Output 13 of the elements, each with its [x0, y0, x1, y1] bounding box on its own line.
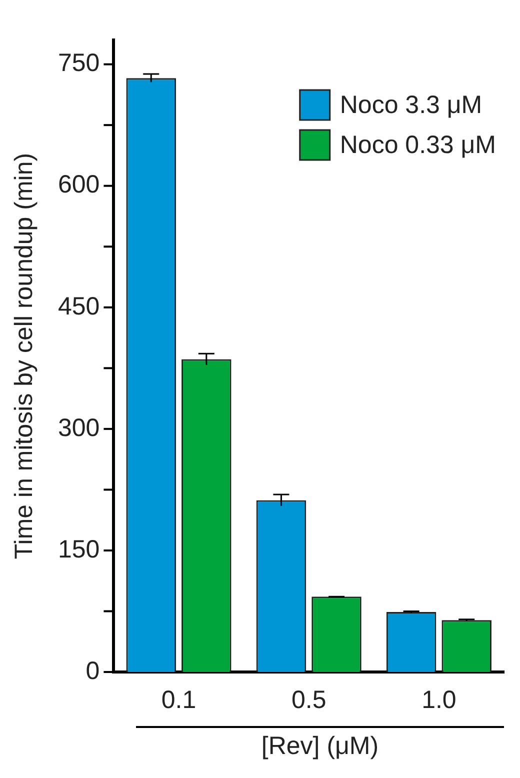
x-tick-label: 1.0: [422, 686, 456, 714]
x-tick-label: 0.5: [291, 686, 326, 714]
x-tick-label: 0.1: [161, 686, 196, 714]
legend-label: Noco 3.3 μM: [340, 90, 482, 119]
y-tick-label: 750: [58, 49, 100, 78]
legend-label: Noco 0.33 μM: [340, 130, 496, 159]
y-tick-label: 0: [86, 656, 100, 685]
y-tick-label: 600: [58, 170, 100, 199]
y-tick-label: 150: [58, 535, 100, 564]
x-axis-title: [Rev] (μM): [136, 726, 504, 761]
y-tick-label: 300: [58, 414, 100, 442]
y-axis-title: Time in mitosis by cell roundup (min): [10, 152, 38, 560]
y-tick-label: 450: [58, 292, 100, 320]
